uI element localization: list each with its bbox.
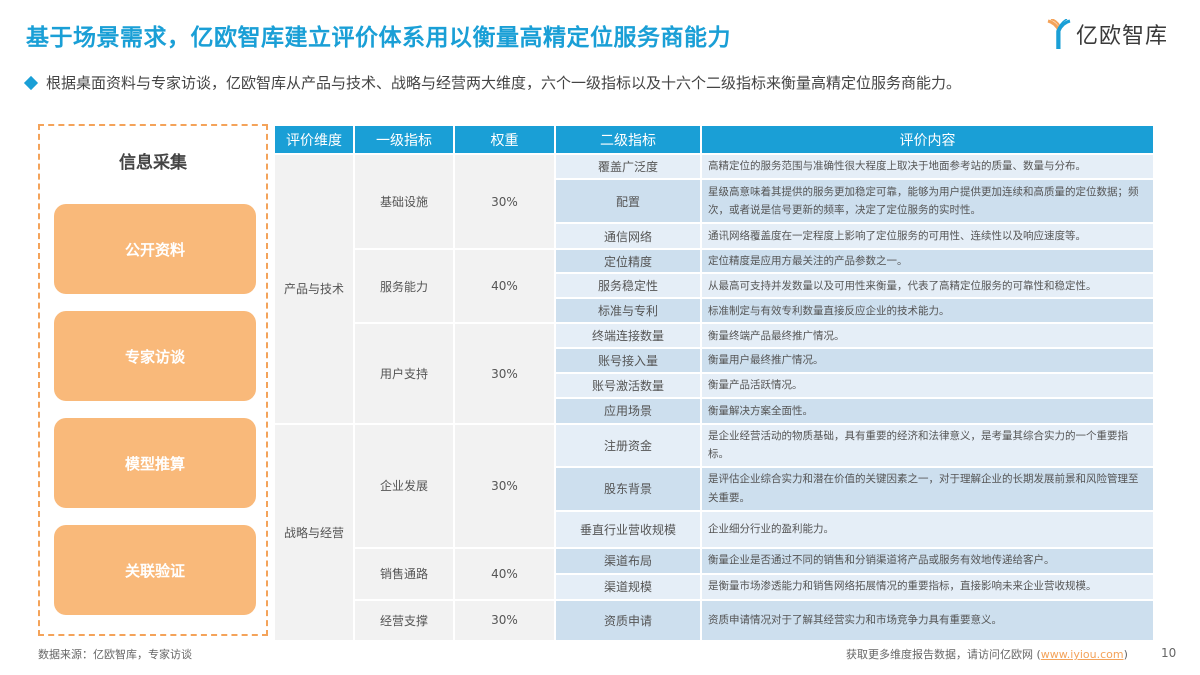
level2-cell: 标准与专利 [554, 297, 702, 325]
content-cell: 衡量产品活跃情况。 [700, 371, 1155, 399]
subtitle-text: 根据桌面资料与专家访谈，亿欧智库从产品与技术、战略与经营两大维度，六个一级指标以… [46, 74, 962, 92]
content-cell: 是企业经营活动的物质基础，具有重要的经济和法律意义，是考量其综合实力的一个重要指… [700, 422, 1155, 468]
header-level2: 二级指标 [554, 124, 702, 155]
evaluation-table: 评价维度 一级指标 权重 二级指标 评价内容 产品与技术 基础设施 30% 覆盖… [273, 124, 1155, 642]
content-cell: 定位精度是应用方最关注的产品参数之一。 [700, 247, 1155, 275]
table-row: 账号激活数量 衡量产品活跃情况。 [274, 371, 1155, 399]
info-box-expert-interview: 专家访谈 [54, 311, 256, 401]
level2-cell: 垂直行业营收规模 [554, 509, 702, 549]
footer-prefix: 获取更多维度报告数据，请访问亿欧网 ( [846, 648, 1041, 661]
content-cell: 衡量终端产品最终推广情况。 [700, 322, 1155, 350]
logo-text: 亿欧智库 [1076, 24, 1169, 49]
level2-cell: 服务稳定性 [554, 272, 702, 300]
table-row: 战略与经营 企业发展 30% 注册资金 是企业经营活动的物质基础，具有重要的经济… [273, 422, 1155, 642]
dimension-cell: 产品与技术 [273, 153, 355, 425]
table-header-row: 评价维度 一级指标 权重 二级指标 评价内容 [273, 124, 1155, 155]
weight-cell: 30% [453, 322, 556, 425]
table-row: 股东背景 是评估企业综合实力和潜在价值的关键因素之一，对于理解企业的长期发展前景… [274, 465, 1155, 512]
header-dimension: 评价维度 [273, 124, 355, 155]
level1-cell: 基础设施 [353, 153, 455, 250]
table-row: 服务稳定性 从最高可支持并发数量以及可用性来衡量，代表了高精定位服务的可靠性和稳… [274, 272, 1155, 300]
level2-cell: 定位精度 [554, 247, 702, 275]
content-cell: 衡量解决方案全面性。 [700, 396, 1155, 425]
footer-suffix: ) [1123, 648, 1128, 661]
logo: 亿欧智库 [1046, 18, 1168, 50]
table-row: 用户支持 30% 终端连接数量 衡量终端产品最终推广情况。 [274, 322, 1155, 425]
level1-cell: 企业发展 [353, 422, 455, 549]
content-cell: 星级高意味着其提供的服务更加稳定可靠，能够为用户提供更加连续和高质量的定位数据；… [700, 178, 1155, 224]
header-content: 评价内容 [700, 124, 1155, 155]
weight-cell: 30% [453, 422, 556, 549]
level2-cell: 股东背景 [554, 465, 702, 512]
table-row: 垂直行业营收规模 企业细分行业的盈利能力。 [274, 509, 1155, 549]
footer-note: 获取更多维度报告数据，请访问亿欧网 (www.iyiou.com) [846, 646, 1128, 662]
logo-icon [1047, 19, 1071, 49]
info-collection-panel: 信息采集 公开资料 专家访谈 模型推算 关联验证 [38, 124, 268, 636]
data-source-note: 数据来源：亿欧智库，专家访谈 [38, 648, 192, 661]
table-row: 配置 星级高意味着其提供的服务更加稳定可靠，能够为用户提供更加连续和高质量的定位… [274, 178, 1155, 224]
content-cell: 企业细分行业的盈利能力。 [700, 509, 1155, 549]
level2-cell: 账号接入量 [554, 347, 702, 374]
header-level1: 一级指标 [353, 124, 455, 155]
level2-cell: 通信网络 [554, 222, 702, 250]
table-row: 产品与技术 基础设施 30% 覆盖广泛度 高精定位的服务范围与准确性很大程度上取… [273, 153, 1155, 425]
table-row: 渠道规模 是衡量市场渗透能力和销售网络拓展情况的重要指标，直接影响未来企业营收规… [274, 572, 1155, 601]
header-weight: 权重 [453, 124, 556, 155]
panel-title: 信息采集 [119, 153, 187, 173]
level2-cell: 账号激活数量 [554, 371, 702, 399]
page-title: 基于场景需求，亿欧智库建立评价体系用以衡量高精定位服务商能力 [26, 25, 731, 51]
level1-cell: 用户支持 [353, 322, 455, 425]
diamond-bullet-icon [23, 75, 39, 90]
table-row: 账号接入量 衡量用户最终推广情况。 [274, 347, 1155, 374]
weight-cell: 40% [453, 247, 556, 325]
info-box-cross-validation: 关联验证 [54, 525, 256, 615]
info-box-public-data: 公开资料 [54, 204, 256, 294]
level1-cell: 经营支撑 [353, 598, 455, 642]
table-row: 经营支撑 30% 资质申请 资质申请情况对于了解其经营实力和市场竞争力具有重要意… [274, 598, 1155, 642]
website-link[interactable]: www.iyiou.com [1040, 648, 1124, 661]
weight-cell: 30% [453, 598, 556, 642]
table-row: 销售通路 40% 渠道布局 衡量企业是否通过不同的销售和分销渠道将产品或服务有效… [274, 546, 1155, 601]
weight-cell: 30% [453, 153, 556, 250]
page-number: 10 [1161, 646, 1177, 660]
content-cell: 标准制定与有效专利数量直接反应企业的技术能力。 [700, 297, 1155, 325]
subtitle: 根据桌面资料与专家访谈，亿欧智库从产品与技术、战略与经营两大维度，六个一级指标以… [23, 72, 962, 93]
content-cell: 资质申请情况对于了解其经营实力和市场竞争力具有重要意义。 [700, 598, 1155, 642]
dimension-cell: 战略与经营 [273, 422, 355, 642]
level2-cell: 渠道规模 [554, 572, 702, 601]
content-cell: 是评估企业综合实力和潜在价值的关键因素之一，对于理解企业的长期发展前景和风险管理… [700, 465, 1155, 512]
table-row: 通信网络 通讯网络覆盖度在一定程度上影响了定位服务的可用性、连续性以及响应速度等… [274, 222, 1155, 250]
level2-cell: 终端连接数量 [554, 322, 702, 350]
content-cell: 是衡量市场渗透能力和销售网络拓展情况的重要指标，直接影响未来企业营收规模。 [700, 572, 1155, 601]
level2-cell: 资质申请 [554, 598, 702, 642]
level2-cell: 配置 [554, 178, 702, 224]
table-row: 应用场景 衡量解决方案全面性。 [274, 396, 1155, 425]
level2-cell: 渠道布局 [554, 546, 702, 575]
content-cell: 通讯网络覆盖度在一定程度上影响了定位服务的可用性、连续性以及响应速度等。 [700, 222, 1155, 250]
content-cell: 衡量企业是否通过不同的销售和分销渠道将产品或服务有效地传递给客户。 [700, 546, 1155, 575]
content-cell: 从最高可支持并发数量以及可用性来衡量，代表了高精定位服务的可靠性和稳定性。 [700, 272, 1155, 300]
content-cell: 高精定位的服务范围与准确性很大程度上取决于地面参考站的质量、数量与分布。 [700, 153, 1155, 180]
content-cell: 衡量用户最终推广情况。 [700, 347, 1155, 374]
table-row: 服务能力 40% 定位精度 定位精度是应用方最关注的产品参数之一。 [274, 247, 1155, 325]
level1-cell: 销售通路 [353, 546, 455, 601]
level2-cell: 覆盖广泛度 [554, 153, 702, 180]
level2-cell: 注册资金 [554, 422, 702, 468]
level2-cell: 应用场景 [554, 396, 702, 425]
table-row: 标准与专利 标准制定与有效专利数量直接反应企业的技术能力。 [274, 297, 1155, 325]
weight-cell: 40% [453, 546, 556, 601]
level1-cell: 服务能力 [353, 247, 455, 325]
info-box-model-estimation: 模型推算 [54, 418, 256, 508]
